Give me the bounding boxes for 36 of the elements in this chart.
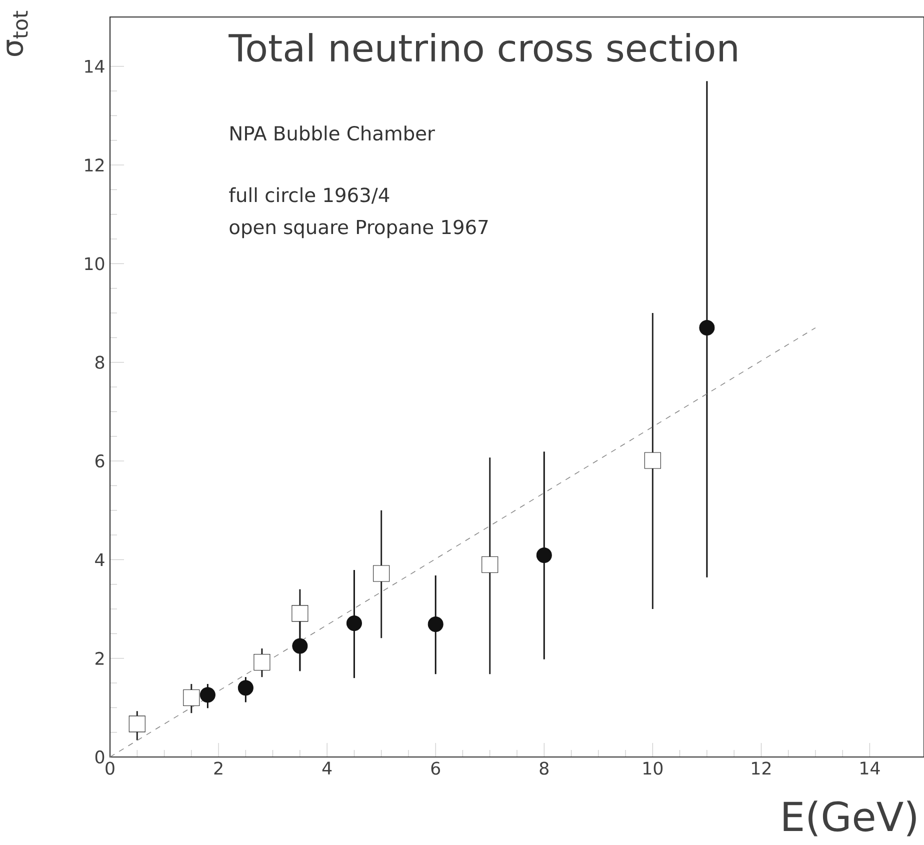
- y-tick-label: 12: [85, 158, 104, 172]
- y-tick-label: 8: [95, 356, 104, 369]
- point: [536, 547, 552, 563]
- point: [200, 687, 216, 703]
- point: [292, 605, 308, 622]
- point: [128, 716, 146, 732]
- chart-title: Total neutrino cross section: [228, 33, 737, 62]
- y-axis-title: σ$_{tot}$: [6, 10, 28, 56]
- point: [183, 690, 200, 706]
- x-tick-label: 14: [860, 762, 880, 774]
- point: [346, 616, 362, 632]
- point: [482, 556, 498, 573]
- x-tick-label: 6: [431, 762, 440, 775]
- y-tick-label: 10: [85, 257, 104, 270]
- annotation: NPA Bubble Chamber: [230, 126, 435, 141]
- y-tick-label: 2: [96, 652, 104, 665]
- point: [292, 638, 308, 654]
- x-tick-label: 4: [322, 762, 332, 774]
- point: [428, 616, 444, 632]
- y-tick-label: 6: [95, 454, 104, 468]
- x-tick-label: 12: [752, 762, 770, 775]
- point: [644, 452, 661, 469]
- x-axis-title: E(GeV): [784, 800, 916, 836]
- point: [373, 565, 390, 582]
- y-tick-label: 4: [95, 553, 104, 566]
- x-tick-label: 0: [106, 762, 114, 775]
- y-tick-label: 0: [95, 750, 104, 764]
- point: [238, 680, 254, 696]
- x-tick-label: 2: [214, 762, 222, 775]
- y-tick-label: 14: [85, 60, 104, 73]
- annotation: full circle 1963/4: [229, 187, 390, 204]
- x-tick-label: 8: [540, 762, 548, 775]
- point: [699, 320, 715, 336]
- point: [254, 654, 270, 671]
- x-tick-label: 10: [644, 762, 663, 775]
- annotation: open square Propane 1967: [230, 220, 488, 238]
